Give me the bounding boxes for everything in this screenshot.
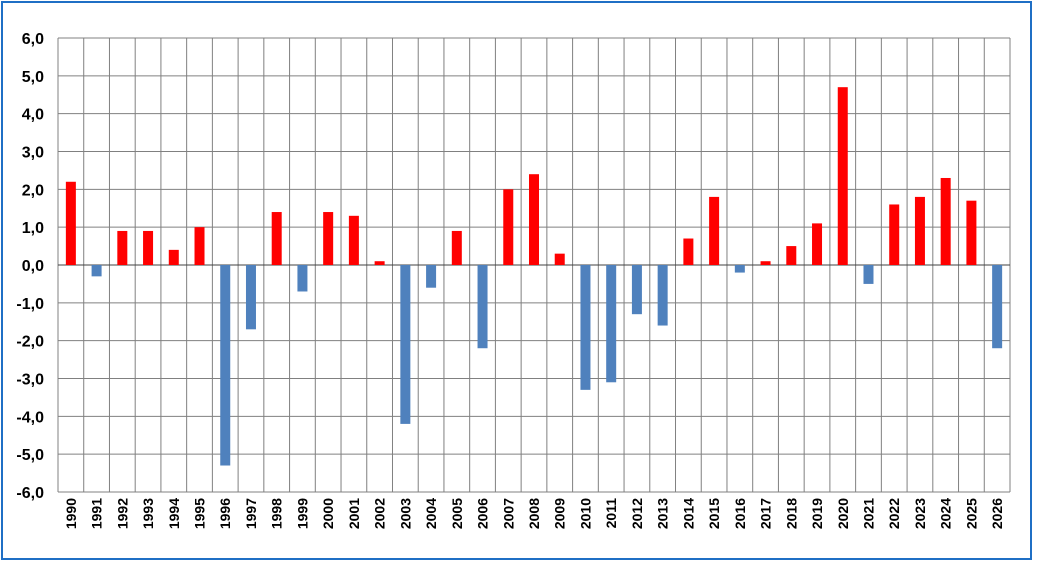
x-tick-label: 2000 [320, 498, 336, 529]
bar-2010 [580, 265, 591, 390]
bar-2007 [503, 189, 514, 265]
x-tick-label: 2015 [706, 498, 722, 529]
x-axis-ticks: 1990 1991 1992 1993 1994 1995 1996 1997 1998 1999… [63, 498, 1005, 529]
x-tick-label: 1992 [114, 498, 130, 529]
bar-1994 [168, 249, 179, 265]
x-tick-label: 2008 [526, 498, 542, 529]
bar-2012 [631, 265, 642, 315]
bar-2008 [529, 174, 539, 265]
x-tick-label: 2007 [500, 498, 516, 529]
x-tick-label: 1999 [294, 498, 310, 529]
bar-2001 [348, 215, 359, 265]
bar-2023 [914, 196, 925, 265]
bar-2015 [709, 196, 720, 265]
y-tick-label: -4,0 [16, 409, 44, 426]
bar-1998 [271, 212, 282, 265]
x-tick-label: 1995 [192, 498, 208, 529]
y-axis-ticks: 6,0 5,0 4,0 3,0 2,0 1,0 0,0 -1,0 -2,0 -3,0 -4,0 -5,… [16, 31, 44, 502]
bar-2024 [940, 177, 951, 265]
bar-2021 [863, 265, 874, 284]
y-tick-label: 2,0 [22, 182, 44, 199]
bar-2019 [812, 223, 823, 265]
x-tick-label: 2023 [912, 498, 928, 529]
bar-1997 [245, 265, 256, 330]
y-tick-label: 3,0 [22, 145, 44, 162]
x-tick-label: 2013 [655, 498, 671, 529]
bar-1995 [194, 227, 205, 265]
bar-2016 [734, 265, 745, 273]
y-tick-label: -5,0 [16, 447, 44, 464]
x-tick-label: 2024 [938, 498, 954, 529]
bar-2009 [554, 253, 565, 265]
bar-2006 [477, 265, 488, 349]
x-tick-label: 2014 [680, 498, 696, 529]
bar-1996 [220, 265, 231, 466]
x-tick-label: 2016 [732, 498, 748, 529]
x-tick-label: 2011 [603, 498, 619, 529]
x-tick-label: 2025 [963, 498, 979, 529]
y-tick-label: 6,0 [22, 31, 44, 48]
y-tick-label: 1,0 [22, 220, 44, 237]
bar-2020 [837, 87, 848, 265]
x-tick-label: 1994 [166, 498, 182, 529]
bar-2002 [374, 261, 385, 265]
bar-1990 [65, 181, 76, 265]
bar-1991 [91, 265, 102, 277]
x-tick-label: 2020 [835, 498, 851, 529]
bar-2011 [606, 265, 617, 383]
x-tick-label: 2017 [758, 498, 774, 529]
y-tick-label: -6,0 [16, 485, 44, 502]
y-tick-label: 0,0 [22, 258, 44, 275]
y-tick-label: -1,0 [16, 296, 44, 313]
bar-2000 [323, 212, 334, 265]
x-tick-label: 2001 [346, 498, 362, 529]
bar-2017 [760, 261, 771, 265]
x-tick-label: 2021 [860, 498, 876, 529]
x-tick-label: 1991 [89, 498, 105, 529]
bar-1999 [297, 265, 308, 292]
x-tick-label: 2004 [423, 498, 439, 529]
x-tick-label: 2003 [397, 498, 413, 529]
x-tick-label: 2012 [629, 498, 645, 529]
x-tick-label: 2009 [552, 498, 568, 529]
bar-2022 [889, 204, 900, 265]
x-tick-label: 1997 [243, 498, 259, 529]
bar-2025 [966, 200, 977, 265]
x-tick-label: 2005 [449, 498, 465, 529]
bar-2013 [657, 265, 668, 326]
x-tick-label: 1990 [63, 498, 79, 529]
y-tick-label: 4,0 [22, 107, 44, 124]
bar-1992 [117, 230, 128, 265]
y-tick-label: -2,0 [16, 334, 44, 351]
bar-2003 [400, 265, 411, 424]
x-tick-label: 1998 [269, 498, 285, 529]
y-tick-label: -3,0 [16, 372, 44, 389]
x-tick-label: 2018 [783, 498, 799, 529]
y-tick-label: 5,0 [22, 69, 44, 86]
x-tick-label: 1993 [140, 498, 156, 529]
grid-lines [57, 37, 1011, 493]
x-tick-label: 2006 [475, 498, 491, 529]
bar-2004 [426, 265, 437, 288]
x-tick-label: 2002 [372, 498, 388, 529]
bar-2018 [786, 246, 797, 265]
bar-2026 [992, 265, 1003, 349]
bar-2005 [451, 230, 462, 265]
x-tick-label: 2026 [989, 498, 1005, 529]
x-tick-label: 2019 [809, 498, 825, 529]
x-tick-label: 1996 [217, 498, 233, 529]
bar-2014 [683, 238, 694, 265]
x-tick-label: 2022 [886, 498, 902, 529]
bar-1993 [143, 230, 154, 265]
bars [65, 87, 1003, 466]
x-tick-label: 2010 [577, 498, 593, 529]
